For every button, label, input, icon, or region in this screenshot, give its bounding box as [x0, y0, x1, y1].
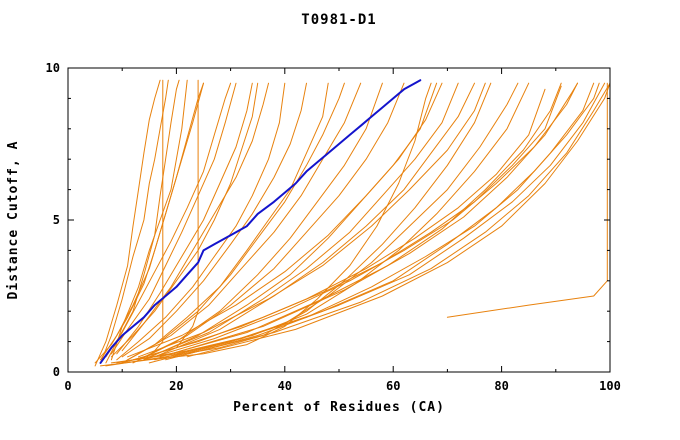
- series-line-model-39: [170, 82, 578, 355]
- series-line-model-36: [127, 82, 443, 358]
- series-line-model-01: [94, 79, 161, 367]
- series-line-model-37: [138, 82, 486, 358]
- series-line-model-25: [186, 82, 611, 358]
- y-tick-label: 10: [46, 61, 60, 75]
- y-tick-label: 5: [53, 213, 60, 227]
- series-line-model-33: [100, 82, 204, 361]
- series-line-model-28: [105, 82, 492, 367]
- x-tick-label: 100: [599, 379, 621, 393]
- series-line-model-24: [175, 82, 611, 358]
- series-line-model-23: [165, 82, 606, 361]
- chart-title: T0981-D1: [301, 12, 377, 28]
- y-axis-label: Distance Cutoff, A: [6, 140, 21, 300]
- series-line-model-29: [110, 82, 519, 364]
- series-line-model-11: [127, 82, 345, 361]
- x-tick-label: 40: [278, 379, 292, 393]
- y-tick-label: 0: [53, 365, 60, 379]
- series-line-model-34: [116, 82, 253, 355]
- x-tick-label: 80: [494, 379, 508, 393]
- series-line-model-14: [138, 82, 405, 361]
- series-line-model-35: [121, 82, 269, 352]
- series-line-model-26: [446, 82, 608, 318]
- series-line-model-13: [132, 82, 383, 364]
- series-line-model-03: [105, 79, 180, 364]
- series-line-model-17: [154, 82, 475, 358]
- series-line-model-40: [94, 82, 204, 364]
- series-line-model-04: [110, 79, 188, 361]
- series-line-model-27: [100, 82, 432, 367]
- series-line-model-08: [116, 82, 286, 361]
- x-tick-label: 60: [386, 379, 400, 393]
- x-tick-label: 20: [169, 379, 183, 393]
- x-tick-label: 0: [64, 379, 71, 393]
- series-line-model-15: [143, 82, 438, 361]
- series-line-model-10: [121, 82, 329, 364]
- series-line-model-31: [105, 82, 232, 358]
- series-line-model-19: [132, 85, 562, 361]
- series-line-model-12: [132, 82, 362, 358]
- x-axis-label: Percent of Residues (CA): [233, 400, 445, 415]
- plot-frame: [67, 67, 611, 373]
- series-line-model-30: [116, 82, 530, 364]
- series-line-model-18: [121, 88, 546, 364]
- series-line-model-32: [110, 82, 237, 355]
- series-line-model-38: [159, 82, 562, 358]
- series-line-model-16: [148, 82, 459, 358]
- series-line-model-21: [148, 82, 595, 364]
- series-line-highlighted-model: [99, 79, 422, 364]
